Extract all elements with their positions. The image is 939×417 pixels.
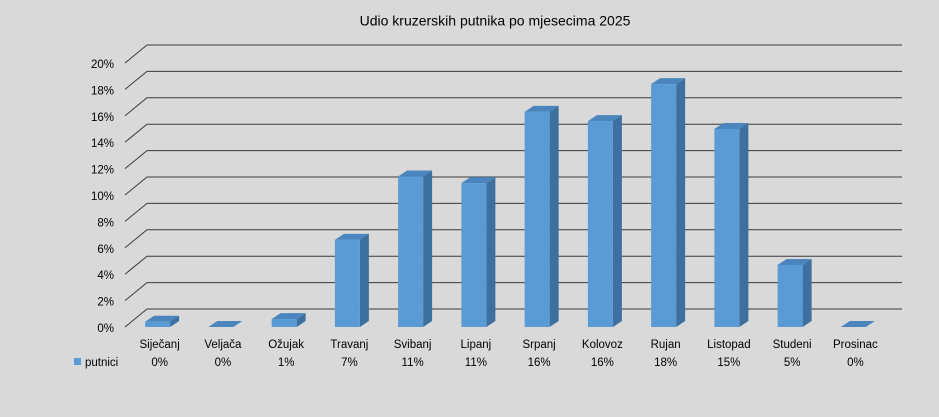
- bar-side: [549, 105, 559, 327]
- y-tick-label: 0%: [97, 323, 114, 335]
- bar: [334, 239, 360, 327]
- grid-line: [124, 282, 902, 301]
- x-tick-label: Lipanj: [461, 339, 492, 351]
- grid-line: [124, 308, 902, 328]
- x-tick-label: Rujan: [651, 339, 681, 351]
- data-table-value: 11%: [465, 357, 487, 369]
- bar: [777, 264, 803, 327]
- bar-side: [802, 258, 812, 327]
- grid-line: [124, 150, 902, 169]
- data-table-value: 16%: [528, 357, 551, 369]
- x-tick-label: Siječanj: [139, 339, 179, 351]
- data-table-value: 0%: [215, 357, 232, 369]
- x-tick-label: Srpanj: [523, 339, 556, 351]
- data-table-value: 16%: [591, 357, 614, 369]
- bar-top: [651, 78, 686, 85]
- bar-top: [461, 177, 496, 184]
- x-tick-label: Veljača: [204, 339, 242, 351]
- y-tick-label: 4%: [97, 270, 114, 282]
- bar-side: [486, 177, 496, 327]
- data-table-value: 1%: [278, 357, 295, 369]
- bar-side: [612, 115, 622, 327]
- bar-top: [398, 170, 433, 177]
- data-table-value: 11%: [402, 357, 424, 369]
- y-tick-label: 12%: [91, 165, 114, 177]
- x-tick-label: Prosinac: [833, 339, 878, 351]
- data-table-value: 18%: [654, 357, 677, 369]
- data-table-value: 15%: [717, 357, 740, 369]
- grid-line: [124, 44, 902, 64]
- bar-side: [170, 315, 180, 327]
- bar-top: [334, 233, 369, 240]
- x-tick-label: Svibanj: [394, 339, 432, 351]
- data-table-value: 5%: [784, 357, 801, 369]
- grid-line: [124, 255, 902, 275]
- bar: [271, 319, 297, 327]
- bar-top: [777, 258, 812, 265]
- bar: [398, 176, 424, 327]
- bar-top: [271, 313, 306, 320]
- grid-line: [124, 70, 902, 90]
- grid-line: [124, 176, 902, 196]
- bar-top: [587, 115, 622, 122]
- data-table-value: 0%: [847, 357, 864, 369]
- bar: [524, 111, 550, 327]
- y-tick-label: 16%: [91, 112, 114, 124]
- bar-top: [145, 315, 180, 322]
- x-tick-label: Ožujak: [268, 339, 304, 351]
- bar-side: [423, 170, 433, 327]
- bar-top: [524, 105, 559, 112]
- x-tick-label: Kolovoz: [582, 339, 623, 351]
- grid-line: [124, 202, 902, 222]
- bar: [651, 84, 677, 328]
- bar-side: [359, 233, 369, 327]
- x-tick-label: Studeni: [773, 339, 812, 351]
- bar: [714, 129, 740, 327]
- data-table-value: 0%: [151, 357, 168, 369]
- y-tick-label: 8%: [97, 217, 114, 229]
- x-tick-label: Travanj: [330, 339, 368, 351]
- bar: [461, 183, 487, 327]
- bar-side: [296, 313, 306, 327]
- y-tick-label: 6%: [97, 244, 114, 256]
- bar: [587, 121, 613, 327]
- y-tick-label: 20%: [91, 59, 114, 71]
- y-tick-label: 2%: [97, 297, 114, 309]
- bar-side: [676, 78, 686, 328]
- bar-top: [840, 321, 875, 327]
- y-tick-label: 10%: [91, 191, 114, 203]
- bar: [145, 321, 171, 327]
- bar-top: [208, 321, 243, 327]
- y-tick-label: 18%: [91, 85, 114, 97]
- grid-line: [124, 229, 902, 249]
- legend-swatch: [74, 358, 81, 365]
- data-table-value: 7%: [341, 357, 358, 369]
- bar-top: [714, 123, 749, 129]
- bar-side: [739, 123, 749, 327]
- x-tick-label: Listopad: [707, 339, 750, 351]
- chart-title: Udio kruzerskih putnika po mjesecima 202…: [360, 13, 631, 29]
- y-tick-label: 14%: [91, 138, 114, 150]
- grid-line: [124, 123, 902, 143]
- grid-line: [124, 97, 902, 117]
- legend-label: putnici: [85, 357, 118, 369]
